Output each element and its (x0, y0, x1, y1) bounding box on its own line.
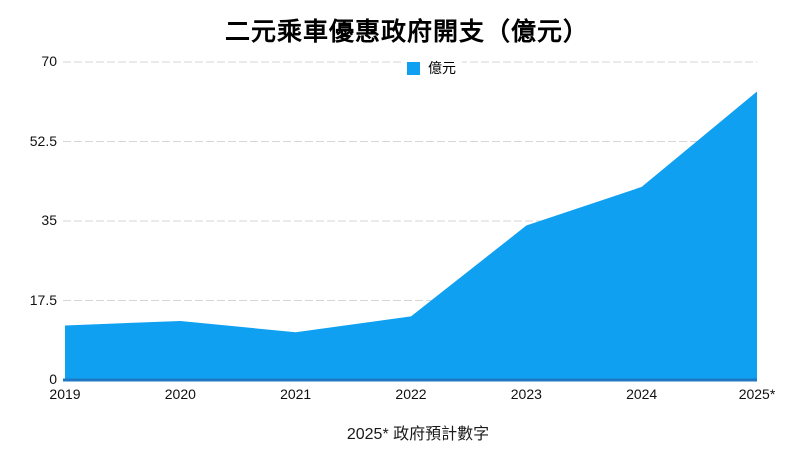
x-tick-label: 2020 (164, 386, 196, 402)
y-tick-label: 35 (41, 212, 57, 228)
x-tick-label: 2025* (738, 386, 776, 402)
y-tick-label: 17.5 (29, 291, 57, 308)
x-tick-label: 2023 (510, 386, 542, 402)
legend: 億元 (401, 59, 462, 77)
y-tick-label: 70 (41, 53, 57, 69)
x-tick-label: 2021 (280, 386, 312, 402)
chart-title: 二元乘車優惠政府開支（億元） (224, 18, 589, 46)
legend-label: 億元 (428, 60, 456, 76)
x-tick-label: 2019 (49, 386, 81, 402)
legend-swatch-icon (407, 61, 420, 75)
y-tick-label: 52.5 (29, 132, 57, 149)
y-tick-label: 0 (49, 371, 57, 387)
x-tick-label: 2024 (626, 386, 658, 402)
footnote: 2025* 政府預計數字 (346, 426, 490, 443)
x-tick-label: 2022 (395, 386, 427, 402)
area-series (65, 91, 757, 381)
